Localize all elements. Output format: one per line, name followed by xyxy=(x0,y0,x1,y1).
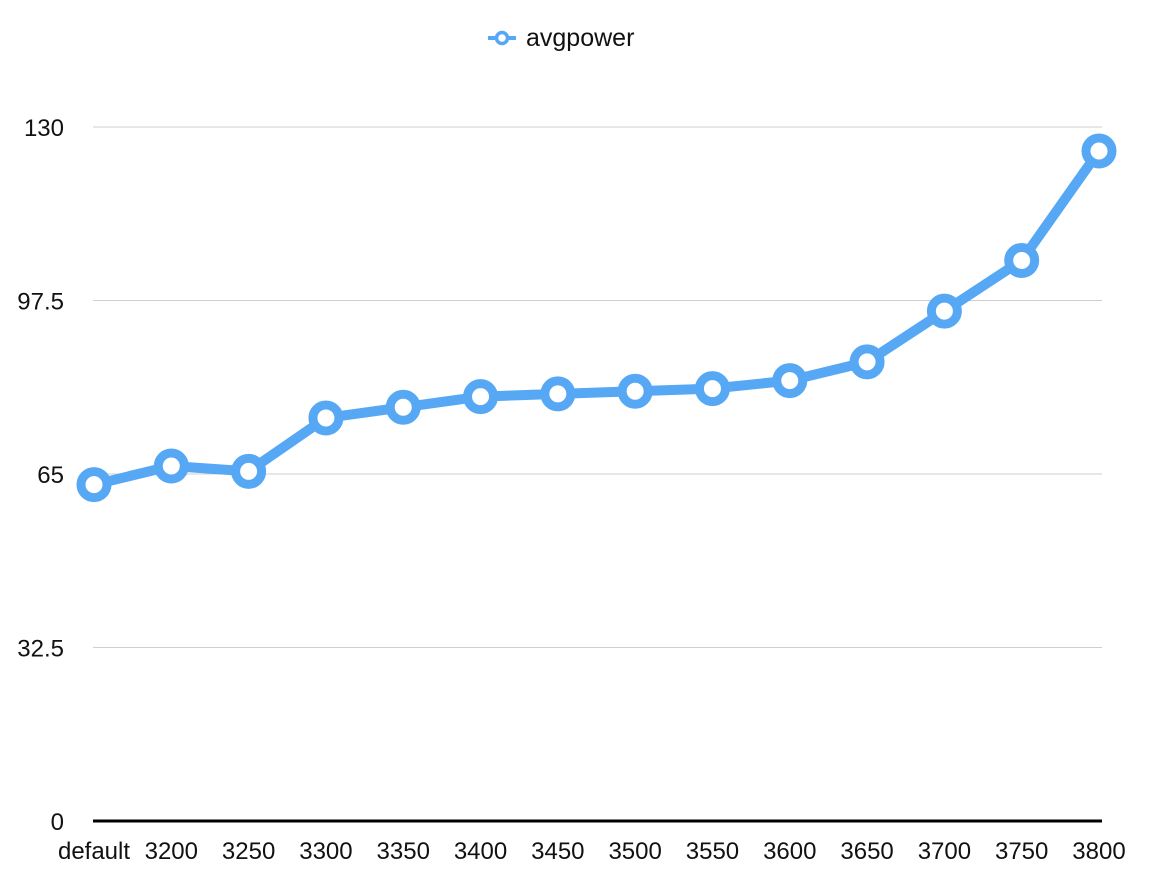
y-tick-label: 97.5 xyxy=(17,289,64,316)
legend-marker-icon xyxy=(488,30,516,46)
y-tick-label: 0 xyxy=(51,809,64,836)
data-point xyxy=(76,467,112,503)
data-point xyxy=(153,448,189,484)
x-tick-label: 3550 xyxy=(686,838,739,865)
data-point xyxy=(540,376,576,412)
data-point xyxy=(385,389,421,425)
data-point xyxy=(617,373,653,409)
y-tick-label: 32.5 xyxy=(17,636,64,663)
x-tick-label: 3600 xyxy=(763,838,816,865)
x-tick-label: 3450 xyxy=(531,838,584,865)
data-point xyxy=(772,363,808,399)
x-tick-label: 3800 xyxy=(1072,838,1125,865)
x-tick-label: default xyxy=(58,838,130,865)
data-point xyxy=(849,344,885,380)
data-point xyxy=(1004,242,1040,278)
x-tick-label: 3650 xyxy=(840,838,893,865)
data-point xyxy=(308,400,344,436)
legend-label: avgpower xyxy=(526,23,635,52)
x-tick-label: 3250 xyxy=(222,838,275,865)
y-tick-label: 130 xyxy=(24,115,64,142)
data-point xyxy=(926,293,962,329)
x-tick-label: 3500 xyxy=(608,838,661,865)
data-point xyxy=(1081,133,1117,169)
x-tick-label: 3750 xyxy=(995,838,1048,865)
x-tick-label: 3300 xyxy=(299,838,352,865)
x-tick-label: 3700 xyxy=(918,838,971,865)
x-tick-label: 3400 xyxy=(454,838,507,865)
x-tick-label: 3200 xyxy=(145,838,198,865)
data-point xyxy=(694,371,730,407)
x-tick-label: 3350 xyxy=(377,838,430,865)
y-tick-label: 65 xyxy=(37,462,64,489)
chart-legend: avgpower xyxy=(488,22,634,54)
data-point xyxy=(231,453,267,489)
data-point xyxy=(463,379,499,415)
